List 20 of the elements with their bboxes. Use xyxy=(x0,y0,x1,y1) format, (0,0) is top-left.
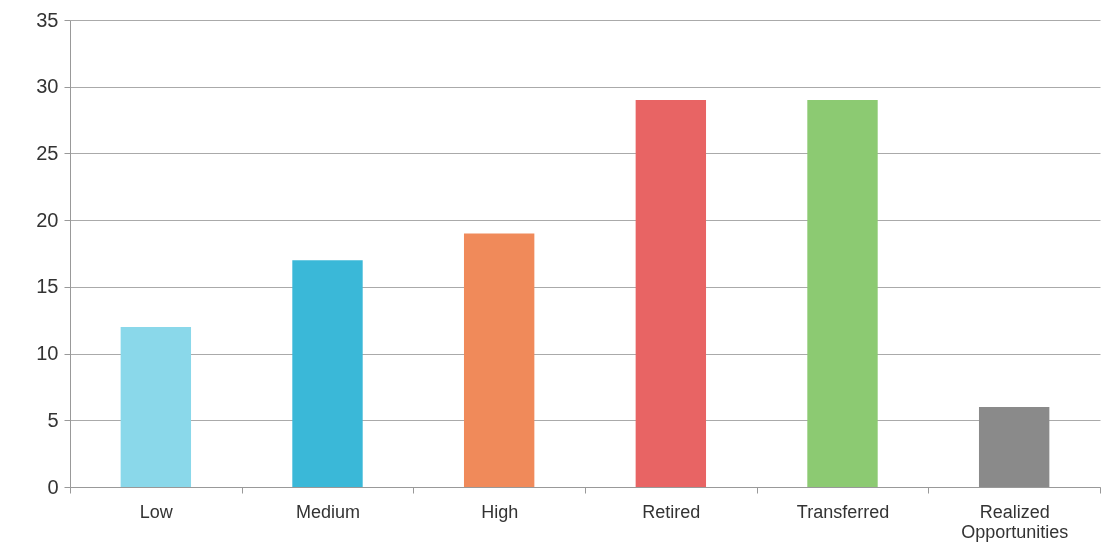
y-tick-label: 25 xyxy=(36,141,59,164)
x-tick-label: Low xyxy=(139,501,174,522)
bar xyxy=(807,100,878,487)
bar xyxy=(978,406,1050,487)
bar xyxy=(120,326,192,487)
y-tick-label: 20 xyxy=(36,208,59,231)
y-tick-label: 15 xyxy=(36,275,59,298)
bar xyxy=(463,233,535,487)
x-tick-label: Retired xyxy=(642,501,701,522)
y-tick-label: 5 xyxy=(47,408,59,431)
x-tick-label: Medium xyxy=(295,501,361,522)
x-tick-label: High xyxy=(481,501,519,522)
y-tick-label: 0 xyxy=(47,475,59,498)
bar xyxy=(292,260,363,487)
y-tick-label: 30 xyxy=(36,75,59,98)
x-tick-label: Realized Opportunities xyxy=(961,501,1069,542)
bar xyxy=(635,100,707,487)
y-tick-label: 10 xyxy=(36,342,59,365)
y-tick-label: 35 xyxy=(36,8,59,31)
x-tick-label: Transferred xyxy=(796,501,890,522)
